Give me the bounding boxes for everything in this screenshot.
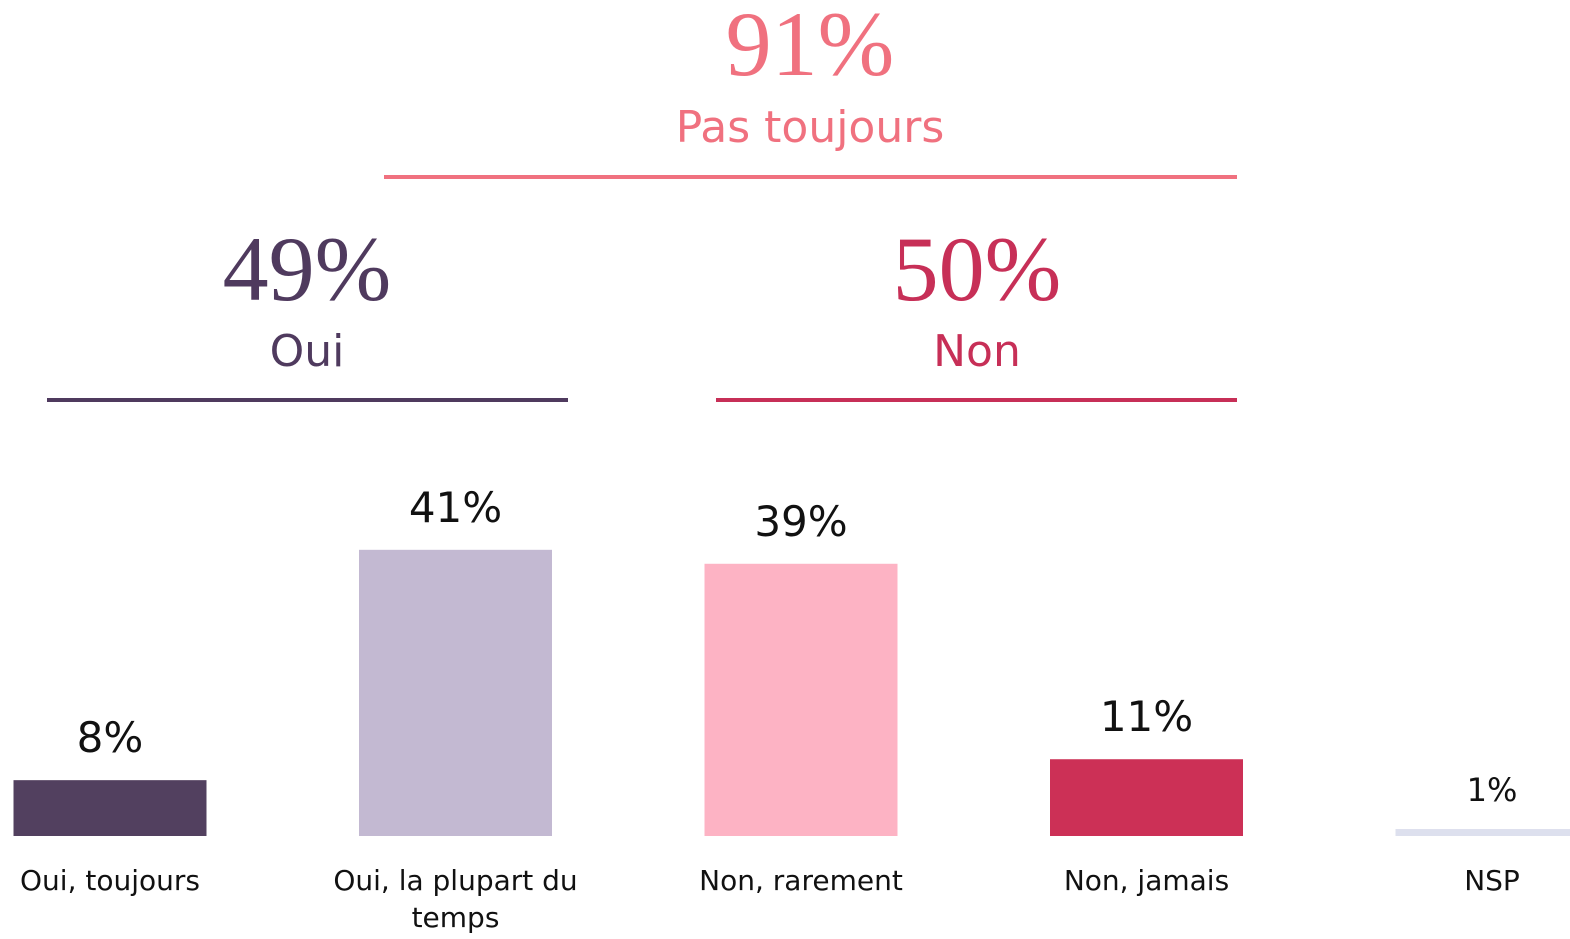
value-label: 11% [1100, 692, 1193, 741]
value-label: 8% [77, 713, 144, 762]
group-value: 50% [893, 218, 1062, 320]
value-label: 1% [1467, 771, 1518, 809]
value-label: 39% [754, 497, 847, 546]
group-name: Pas toujours [676, 102, 945, 153]
category-label: Oui, toujours [20, 864, 200, 897]
value-label: 41% [409, 483, 502, 532]
bar [1395, 829, 1570, 836]
bar [13, 780, 207, 836]
group-value: 91% [726, 0, 895, 95]
category-label: Non, rarement [699, 864, 903, 897]
category-label: Oui, la plupart du temps [333, 864, 578, 934]
category-label: NSP [1464, 864, 1520, 897]
bar [359, 549, 552, 836]
group-name: Oui [270, 326, 345, 377]
category-label: Non, jamais [1063, 864, 1230, 897]
bar [704, 563, 898, 836]
bar [1050, 759, 1243, 836]
group-value: 49% [223, 218, 392, 320]
group-name: Non [933, 326, 1021, 377]
